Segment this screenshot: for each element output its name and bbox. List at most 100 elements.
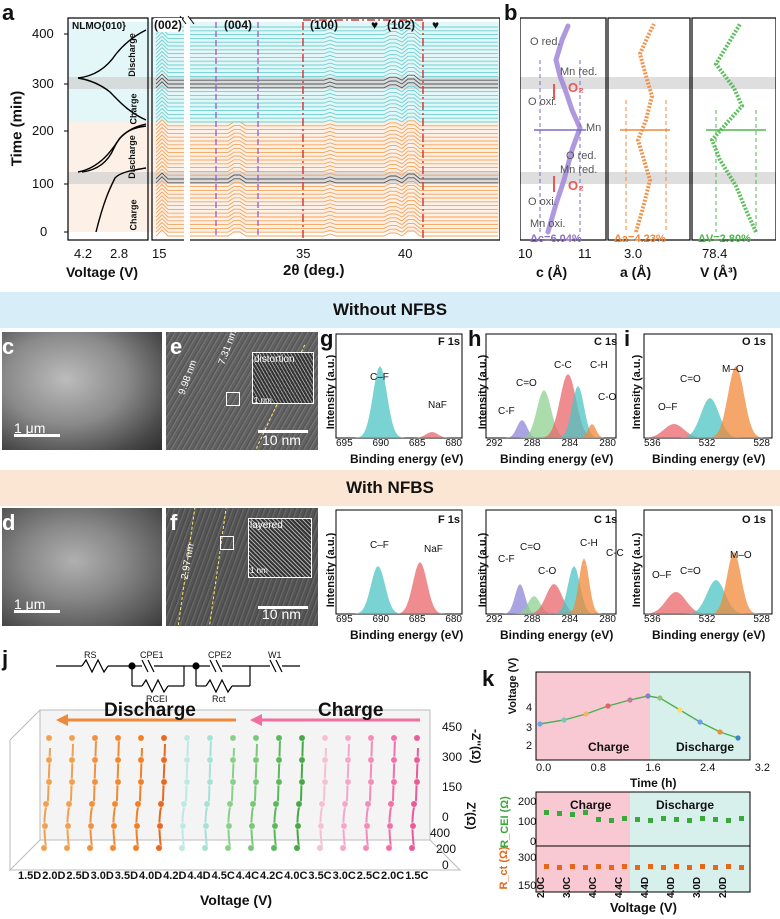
xps-frame xyxy=(643,333,773,439)
eis-point xyxy=(293,844,301,852)
v-tick-4.2: 4.2 xyxy=(74,246,93,261)
circuit-cpe1: CPE1 xyxy=(140,650,164,660)
eis-point xyxy=(367,756,375,764)
eis-point xyxy=(317,822,325,830)
f1s-ticks-bot: 695 690 685 680 xyxy=(336,614,462,625)
ann-mn: Mn xyxy=(586,122,602,134)
eis-point xyxy=(134,800,142,808)
eis-point xyxy=(160,778,168,786)
j-xtick: 4.4D xyxy=(187,870,211,882)
rcei-point xyxy=(726,818,731,823)
eis-point xyxy=(275,734,283,742)
xrd-pattern-line xyxy=(155,111,498,119)
tick: 288 xyxy=(523,614,541,625)
eis-point xyxy=(91,734,99,742)
eis-point xyxy=(413,778,421,786)
eis-curves xyxy=(40,734,421,852)
eis-point xyxy=(344,756,352,764)
rct-point xyxy=(713,865,718,870)
inset-scale-e: 1 nm xyxy=(254,396,272,405)
tick: 532 xyxy=(698,614,716,625)
eis-point xyxy=(86,844,94,852)
tick: 280 xyxy=(599,614,616,625)
eis-curve xyxy=(158,743,166,849)
j-xtick: 1.5C xyxy=(405,870,429,882)
rct-point xyxy=(687,865,692,870)
section-without-nfbs: Without NFBS xyxy=(0,292,780,328)
eis-point xyxy=(362,844,370,852)
voltage-axes-frame xyxy=(67,17,149,241)
k-top-ylabel: Voltage (V) xyxy=(507,657,519,715)
c-tick-10: 10 xyxy=(518,246,533,261)
xrd-pattern-line xyxy=(155,134,498,142)
panel-label-c: c xyxy=(2,334,15,359)
voltage-point xyxy=(657,695,663,701)
k-mid-ytick-100: 100 xyxy=(518,816,537,828)
eis-point xyxy=(183,734,191,742)
j-xtick: 4.4C xyxy=(235,870,260,882)
eis-point xyxy=(413,734,421,742)
c1s-c-o-bot: C-O xyxy=(538,566,557,577)
tick: 532 xyxy=(698,438,716,449)
tick: 695 xyxy=(336,438,353,449)
equivalent-circuit xyxy=(56,658,300,694)
xrd-pattern-line xyxy=(155,157,498,165)
xrd-axes-frame xyxy=(151,17,500,241)
xps-frame xyxy=(335,333,463,439)
j-xlabel: Voltage (V) xyxy=(200,892,273,908)
heart-1: ♥ xyxy=(371,18,379,32)
xrd-pattern-line xyxy=(155,191,498,199)
ann-o-red-2: O red. xyxy=(566,150,597,162)
rct-point xyxy=(739,865,744,870)
eis-curve xyxy=(250,743,258,849)
eis-curve xyxy=(181,739,189,849)
xrd-pattern-line xyxy=(155,88,498,96)
eis-curve xyxy=(296,735,304,849)
panel-label-j: j xyxy=(2,646,9,671)
xrd-pattern-line xyxy=(155,62,498,70)
eis-curve xyxy=(66,743,74,849)
eis-point xyxy=(133,822,141,830)
voltage-point xyxy=(677,707,683,713)
k-bot-ytick-150: 150 xyxy=(518,880,537,892)
peak-naf-top: NaF xyxy=(428,400,447,411)
c1s-cc-bot: C-C xyxy=(606,548,624,559)
xrd-pattern-line xyxy=(155,54,498,62)
rcei-point xyxy=(622,816,627,821)
sample-label: NLMO{010} xyxy=(72,21,126,32)
eis-point xyxy=(114,778,122,786)
eis-curve xyxy=(342,743,350,849)
k-bot-ytick-300: 300 xyxy=(518,852,537,864)
eis-point xyxy=(137,734,145,742)
xrd-pattern-line xyxy=(155,100,498,108)
xrd-pattern-line xyxy=(155,225,498,233)
eis-point xyxy=(229,778,237,786)
k-top-ytick-4: 4 xyxy=(526,702,533,714)
inset-label-f: layered xyxy=(250,520,283,531)
peak-100: (100) xyxy=(310,18,339,32)
xps-peak-c-o xyxy=(486,424,616,438)
tick: 680 xyxy=(445,614,462,625)
eis-point xyxy=(409,822,417,830)
xrd-pattern-line xyxy=(155,46,498,55)
o1s-mo-top: M–O xyxy=(722,364,744,375)
sem-image-c xyxy=(2,332,162,450)
tick: 284 xyxy=(561,614,579,625)
xps-peak-co xyxy=(486,390,616,438)
tick: 690 xyxy=(372,614,390,625)
xrd-tick-15: 15 xyxy=(152,246,167,261)
v-tick-2.8: 2.8 xyxy=(110,246,129,261)
eis-point xyxy=(224,844,232,852)
section-with-nfbs: With NFBS xyxy=(0,470,780,506)
rcei-point xyxy=(713,817,718,822)
xps-ylabel-h: Intensity (a.u.) xyxy=(477,354,489,430)
j-xtick: 2.0D xyxy=(42,870,66,882)
tick: 2.4 xyxy=(700,762,716,774)
xrd-pattern-line xyxy=(155,65,498,74)
xrd-pattern-line xyxy=(155,77,498,85)
xrd-pattern-line xyxy=(155,31,498,39)
eis-point xyxy=(229,756,237,764)
eis-point xyxy=(275,756,283,764)
o1s-ticks-top: 536 532 528 xyxy=(644,438,770,449)
j-xtick: 4.0C xyxy=(284,870,308,882)
